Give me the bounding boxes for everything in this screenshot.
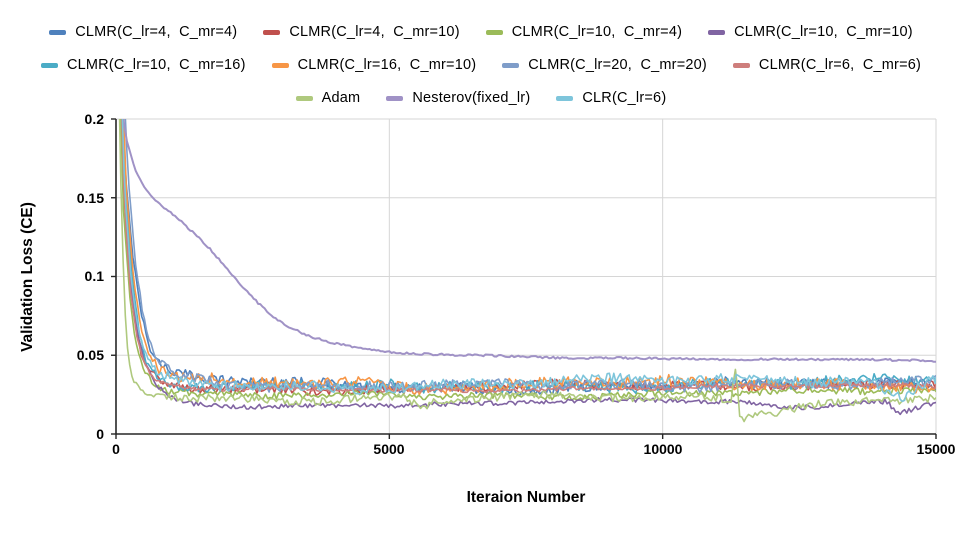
legend-item: CLR(C_lr=6) (556, 90, 666, 106)
x-tick-label: 0 (112, 441, 120, 457)
legend-item: CLMR(C_lr=10, C_mr=4) (485, 24, 683, 40)
legend-item: CLMR(C_lr=6, C_mr=6) (732, 57, 922, 73)
plot-area (111, 118, 937, 439)
legend-row-3: Adam Nesterov(fixed_lr) CLR(C_lr=6) (295, 86, 667, 110)
series-swatch (485, 29, 503, 35)
series-swatch (556, 95, 574, 101)
series-line (121, 119, 936, 403)
series-label: CLMR(C_lr=6, C_mr=6) (758, 57, 922, 73)
series-label: CLMR(C_lr=10, C_mr=4) (511, 24, 683, 40)
chart-legend: CLMR(C_lr=4, C_mr=4) CLMR(C_lr=4, C_mr=1… (0, 20, 962, 110)
series-line (118, 119, 936, 423)
series-label: CLMR(C_lr=16, C_mr=10) (297, 57, 477, 73)
series-swatch (732, 62, 750, 68)
series-swatch (263, 29, 281, 35)
series-swatch (295, 95, 313, 101)
series-line (122, 119, 936, 363)
series-label: CLMR(C_lr=4, C_mr=4) (75, 24, 238, 40)
y-tick-label: 0.15 (76, 190, 104, 206)
y-tick-label: 0.05 (76, 347, 104, 363)
x-axis-title: Iteraion Number (466, 489, 586, 506)
legend-item: CLMR(C_lr=10, C_mr=16) (40, 57, 246, 73)
x-tick-label: 5000 (373, 441, 405, 457)
legend-item: Adam (295, 90, 361, 106)
series-swatch (40, 62, 58, 68)
legend-item: Nesterov(fixed_lr) (386, 90, 530, 106)
series-line (121, 119, 936, 416)
series-swatch (386, 95, 404, 101)
series-label: CLMR(C_lr=10, C_mr=16) (66, 57, 246, 73)
plot-svg (111, 118, 937, 439)
legend-item: CLMR(C_lr=10, C_mr=10) (708, 24, 913, 40)
series-label: Adam (321, 90, 361, 106)
series-swatch (502, 62, 520, 68)
series-swatch (708, 29, 726, 35)
legend-item: CLMR(C_lr=4, C_mr=10) (263, 24, 460, 40)
series-label: Nesterov(fixed_lr) (412, 90, 531, 106)
series-label: CLMR(C_lr=20, C_mr=20) (528, 57, 707, 73)
legend-item: CLMR(C_lr=16, C_mr=10) (271, 57, 477, 73)
x-tick-label: 15000 (916, 441, 956, 457)
y-tick-label: 0 (96, 426, 104, 442)
series-label: CLR(C_lr=6) (582, 90, 667, 106)
legend-item: CLMR(C_lr=4, C_mr=4) (49, 24, 237, 40)
series-swatch (49, 29, 67, 35)
legend-item: CLMR(C_lr=20, C_mr=20) (502, 57, 707, 73)
series-label: CLMR(C_lr=4, C_mr=10) (289, 24, 460, 40)
x-tick-label: 10000 (643, 441, 683, 457)
y-tick-label: 0.2 (84, 111, 104, 127)
legend-row-2: CLMR(C_lr=10, C_mr=16) CLMR(C_lr=16, C_m… (40, 53, 922, 77)
series-swatch (271, 62, 289, 68)
series-label: CLMR(C_lr=10, C_mr=10) (734, 24, 913, 40)
y-tick-label: 0.1 (84, 268, 104, 284)
legend-row-1: CLMR(C_lr=4, C_mr=4) CLMR(C_lr=4, C_mr=1… (49, 20, 913, 44)
